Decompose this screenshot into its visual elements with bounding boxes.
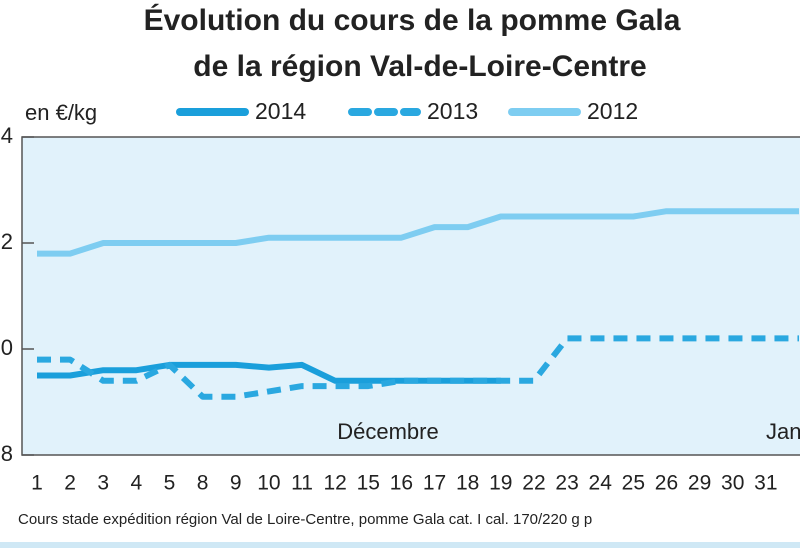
legend-label: 2013 [427, 98, 478, 124]
x-tick-label: 1 [31, 472, 43, 495]
x-tick-label: 19 [489, 472, 512, 495]
x-tick-label: 25 [622, 472, 645, 495]
x-tick-label: 12 [323, 472, 346, 495]
series-line [37, 208, 799, 257]
y-tick-label: 1,2 [0, 229, 13, 254]
annotation: Jan [766, 419, 800, 444]
y-axis-label: en €/kg [25, 100, 97, 125]
x-tick-label: 3 [97, 472, 109, 495]
x-tick-label: 5 [164, 472, 176, 495]
x-tick-label: 23 [555, 472, 578, 495]
chart-title: Évolution du cours de la pomme Gala [144, 3, 681, 37]
x-tick-label: 10 [257, 472, 280, 495]
footnote: Cours stade expédition région Val de Loi… [18, 511, 592, 528]
x-tick-label: 30 [721, 472, 744, 495]
x-tick-label: 2 [64, 472, 76, 495]
x-tick-label: 31 [754, 472, 777, 495]
y-tick-label: 0,8 [0, 441, 13, 466]
x-tick-label: 26 [655, 472, 678, 495]
x-tick-label: 8 [197, 472, 209, 495]
y-tick-label: 1,4 [0, 123, 13, 148]
x-tick-label: 9 [230, 472, 242, 495]
x-tick-label: 15 [357, 472, 380, 495]
plot-area [21, 136, 800, 456]
x-tick-label: 16 [390, 472, 413, 495]
x-tick-label: 4 [131, 472, 143, 495]
y-tick-label: 1,0 [0, 335, 13, 360]
x-tick-label: 24 [589, 472, 613, 495]
x-tick-label: 22 [522, 472, 545, 495]
x-tick-label: 29 [688, 472, 711, 495]
x-tick-label: 17 [423, 472, 446, 495]
x-tick-label: 18 [456, 472, 479, 495]
annotation: Décembre [337, 419, 438, 444]
series-line [37, 335, 799, 400]
chart-title: de la région Val-de-Loire-Centre [193, 50, 646, 83]
legend-label: 2012 [587, 98, 638, 124]
x-tick-label: 11 [291, 472, 313, 495]
legend-label: 2014 [255, 98, 306, 124]
series-line [37, 361, 501, 384]
